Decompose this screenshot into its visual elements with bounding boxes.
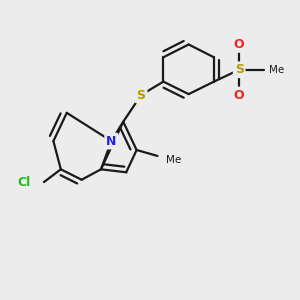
Text: Me: Me: [269, 65, 284, 75]
Text: S: S: [235, 63, 244, 76]
Text: O: O: [234, 38, 244, 51]
Text: Me: Me: [166, 154, 182, 164]
Text: Cl: Cl: [17, 176, 30, 189]
Text: S: S: [136, 88, 146, 101]
Text: O: O: [234, 88, 244, 101]
Text: N: N: [106, 135, 116, 148]
